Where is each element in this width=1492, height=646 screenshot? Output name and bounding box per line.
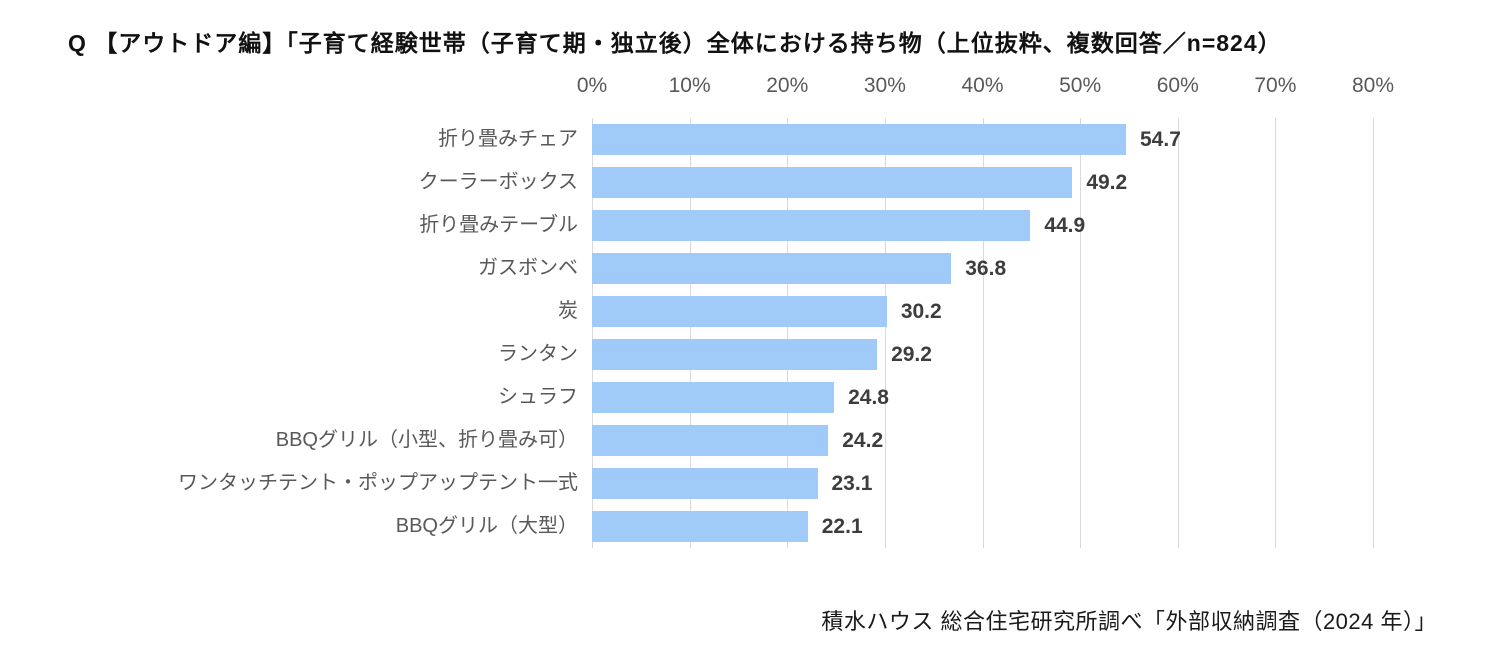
bar (592, 339, 878, 370)
bar-row: 22.1 (592, 505, 1373, 548)
value-label: 54.7 (1140, 128, 1181, 151)
category-label: ワンタッチテント・ポップアップテント一式 (178, 472, 578, 494)
value-label: 22.1 (821, 515, 863, 538)
category-label: 炭 (558, 300, 578, 322)
bar-row: 23.1 (592, 462, 1373, 505)
gridline (982, 118, 984, 548)
value-label: 30.2 (900, 300, 942, 323)
x-axis-tick-label: 70% (1254, 74, 1297, 97)
chart-title: Q 【アウトドア編】「子育て経験世帯（子育て期・独立後）全体における持ち物（上位… (68, 30, 1282, 56)
value-label: 36.8 (965, 257, 1007, 280)
gridline (1177, 118, 1179, 548)
value-label: 29.2 (891, 343, 932, 366)
gridline (884, 118, 886, 548)
gridline (1373, 118, 1374, 548)
gridline (1080, 118, 1082, 548)
x-axis-tick-label: 60% (1156, 74, 1199, 97)
gridline (592, 118, 593, 548)
value-label: 24.2 (842, 429, 884, 452)
category-label: ランタン (498, 343, 578, 365)
value-label: 44.9 (1044, 214, 1086, 237)
bar (592, 468, 818, 499)
gridline (689, 118, 691, 548)
category-axis: 折り畳みチェアクーラーボックス 折り畳みテーブルガスボンベ炭ランタンシュラフ BBQ… (0, 118, 578, 548)
bar-row: 36.8 (592, 247, 1373, 290)
value-label: 23.1 (831, 472, 873, 495)
x-axis-tick-label: 20% (766, 74, 809, 97)
gridline (1275, 118, 1277, 548)
category-label: BBQグリル（大型） (395, 515, 578, 537)
bar-row: 29.2 (592, 333, 1373, 376)
source-note: 積水ハウス 総合住宅研究所調べ「外部収納調査（2024 年）」 (821, 609, 1437, 634)
bar (592, 253, 952, 284)
category-label: 折り畳みテーブル (419, 214, 578, 236)
category-label: クーラーボックス (418, 171, 578, 193)
category-label: BBQグリル（小型、折り畳み可） (275, 429, 578, 451)
value-label: 24.8 (848, 386, 889, 409)
bar (592, 511, 808, 542)
gridline (787, 118, 789, 548)
x-axis: 0% 10% 20% 30% 40% 50% 60% 70% 80% (577, 0, 1394, 110)
x-axis-tick-label: 40% (961, 74, 1004, 97)
bar-row: 49.2 (592, 161, 1373, 204)
plot-area: 54.7 49.2 44.9 36.8 30.2 29.2 24.8 24.2 23.1 22.1 (592, 118, 1374, 548)
bar-row: 24.8 (592, 376, 1373, 419)
category-label: シュラフ (498, 386, 578, 408)
x-axis-tick-label: 0% (576, 74, 608, 97)
value-label: 49.2 (1086, 171, 1128, 194)
bar (592, 425, 829, 456)
x-axis-tick-label: 30% (863, 74, 906, 97)
category-label: ガスボンベ (478, 257, 578, 279)
bar (592, 124, 1126, 155)
bar-row: 54.7 (592, 118, 1373, 161)
x-axis-tick-label: 50% (1059, 74, 1102, 97)
bar (592, 296, 887, 327)
bar-row: 30.2 (592, 290, 1373, 333)
bar-row: 44.9 (592, 204, 1373, 247)
x-axis-tick-label: 80% (1351, 74, 1395, 97)
bar (592, 167, 1073, 198)
bar (592, 382, 835, 413)
bar-row: 24.2 (592, 419, 1373, 462)
bar (592, 210, 1031, 241)
category-label: 折り畳みチェア (438, 128, 578, 150)
x-axis-tick-label: 10% (668, 74, 711, 97)
